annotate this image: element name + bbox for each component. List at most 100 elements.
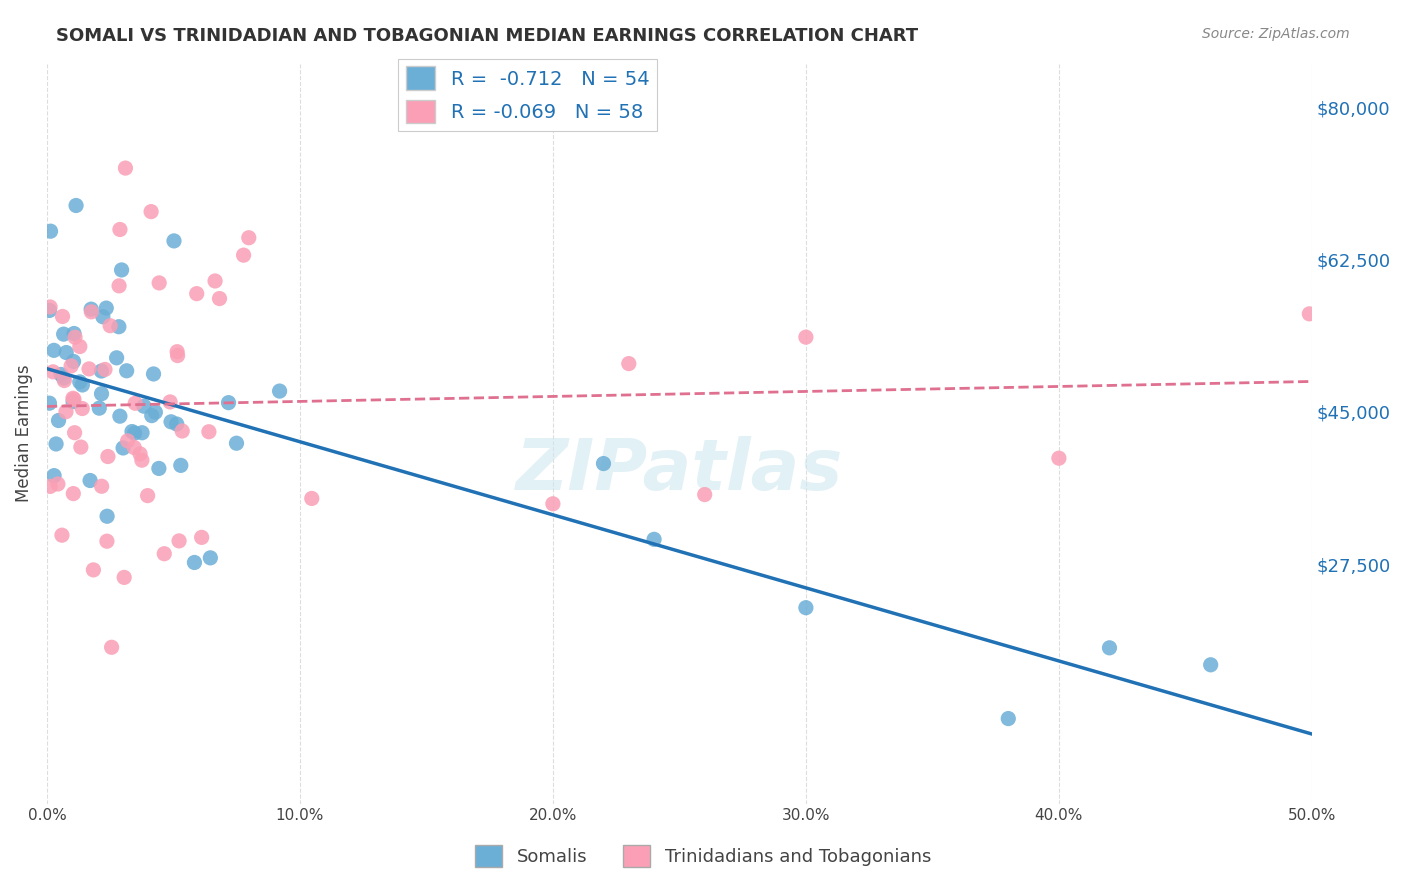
Point [131,425,153,440]
Point [167,533,190,548]
Point [90,479,112,493]
Point [46,477,69,491]
Point [141,409,163,423]
Point [62,392,84,406]
Point [541,497,564,511]
Point [1199,657,1222,672]
Point [63,392,86,407]
Point [48,413,70,427]
Point [592,457,614,471]
Point [186,286,208,301]
Point [62,394,84,409]
Point [617,357,640,371]
Point [232,248,254,262]
Point [79,474,101,488]
Point [693,487,716,501]
Point [114,161,136,175]
Point [65,198,87,212]
Point [49,368,72,382]
Point [145,405,167,419]
Point [98,318,121,333]
Point [115,364,138,378]
Point [117,434,139,448]
Point [60,359,83,373]
Point [166,344,188,359]
Point [148,461,170,475]
Point [51,310,73,324]
Point [53,374,76,388]
Point [42,365,65,379]
Point [163,234,186,248]
Point [139,204,162,219]
Text: ZIPatlas: ZIPatlas [516,436,844,505]
Point [108,409,131,424]
Point [122,441,145,455]
Point [62,486,84,500]
Point [39,300,62,314]
Point [190,530,212,544]
Point [96,534,118,549]
Point [112,441,135,455]
Point [91,310,114,324]
Point [96,301,118,315]
Point [80,305,103,319]
Point [38,303,60,318]
Point [82,563,104,577]
Y-axis label: Median Earnings: Median Earnings [15,365,32,502]
Point [112,570,135,584]
Point [77,362,100,376]
Legend: Somalis, Trinidadians and Tobagonians: Somalis, Trinidadians and Tobagonians [468,838,938,874]
Point [108,278,131,293]
Point [52,371,75,385]
Point [225,436,247,450]
Point [90,364,112,378]
Point [72,378,94,392]
Point [131,453,153,467]
Point [63,425,86,440]
Point [100,640,122,655]
Point [69,375,91,389]
Point [108,319,131,334]
Point [69,339,91,353]
Text: SOMALI VS TRINIDADIAN AND TOBAGONIAN MEDIAN EARNINGS CORRELATION CHART: SOMALI VS TRINIDADIAN AND TOBAGONIAN MED… [56,27,918,45]
Point [94,362,117,376]
Point [148,276,170,290]
Point [90,386,112,401]
Point [96,509,118,524]
Point [172,424,194,438]
Point [42,343,65,358]
Point [55,345,77,359]
Point [238,231,260,245]
Point [124,396,146,410]
Point [1047,451,1070,466]
Point [200,550,222,565]
Point [52,327,75,342]
Point [39,479,62,493]
Point [166,417,188,431]
Point [124,426,146,441]
Point [63,330,86,344]
Point [132,399,155,413]
Point [89,401,111,416]
Point [198,425,221,439]
Point [159,395,181,409]
Point [70,401,93,416]
Point [129,447,152,461]
Point [794,600,817,615]
Point [105,351,128,365]
Point [794,330,817,344]
Point [643,533,665,547]
Point [301,491,323,506]
Text: Source: ZipAtlas.com: Source: ZipAtlas.com [1202,27,1350,41]
Point [170,458,193,473]
Point [121,425,143,439]
Point [80,302,103,317]
Point [39,224,62,238]
Point [97,450,120,464]
Point [1098,640,1121,655]
Point [183,556,205,570]
Point [142,367,165,381]
Point [45,437,67,451]
Point [204,274,226,288]
Point [42,468,65,483]
